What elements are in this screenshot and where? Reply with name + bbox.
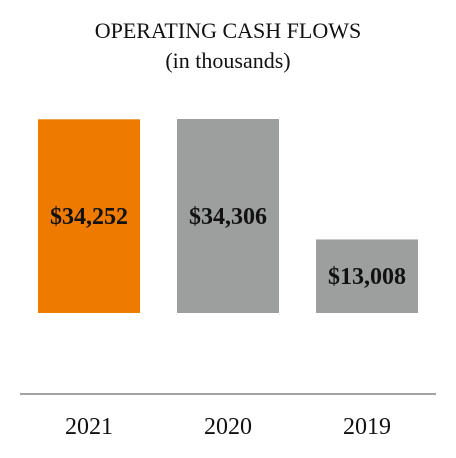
x-tick-label-2020: 2020 <box>204 414 252 440</box>
bar-value-label-2019: $13,008 <box>328 264 406 290</box>
bar-2020 <box>177 119 279 313</box>
bar-2021 <box>38 119 140 314</box>
bar-value-label-2020: $34,306 <box>189 204 267 230</box>
x-tick-label-2021: 2021 <box>65 414 113 440</box>
x-tick-label-2019: 2019 <box>343 414 391 440</box>
bar-value-label-2021: $34,252 <box>50 204 128 230</box>
bar-2019 <box>316 239 418 313</box>
chart-title: OPERATING CASH FLOWS <box>94 18 362 43</box>
chart-subtitle: (in thousands) <box>165 48 291 73</box>
